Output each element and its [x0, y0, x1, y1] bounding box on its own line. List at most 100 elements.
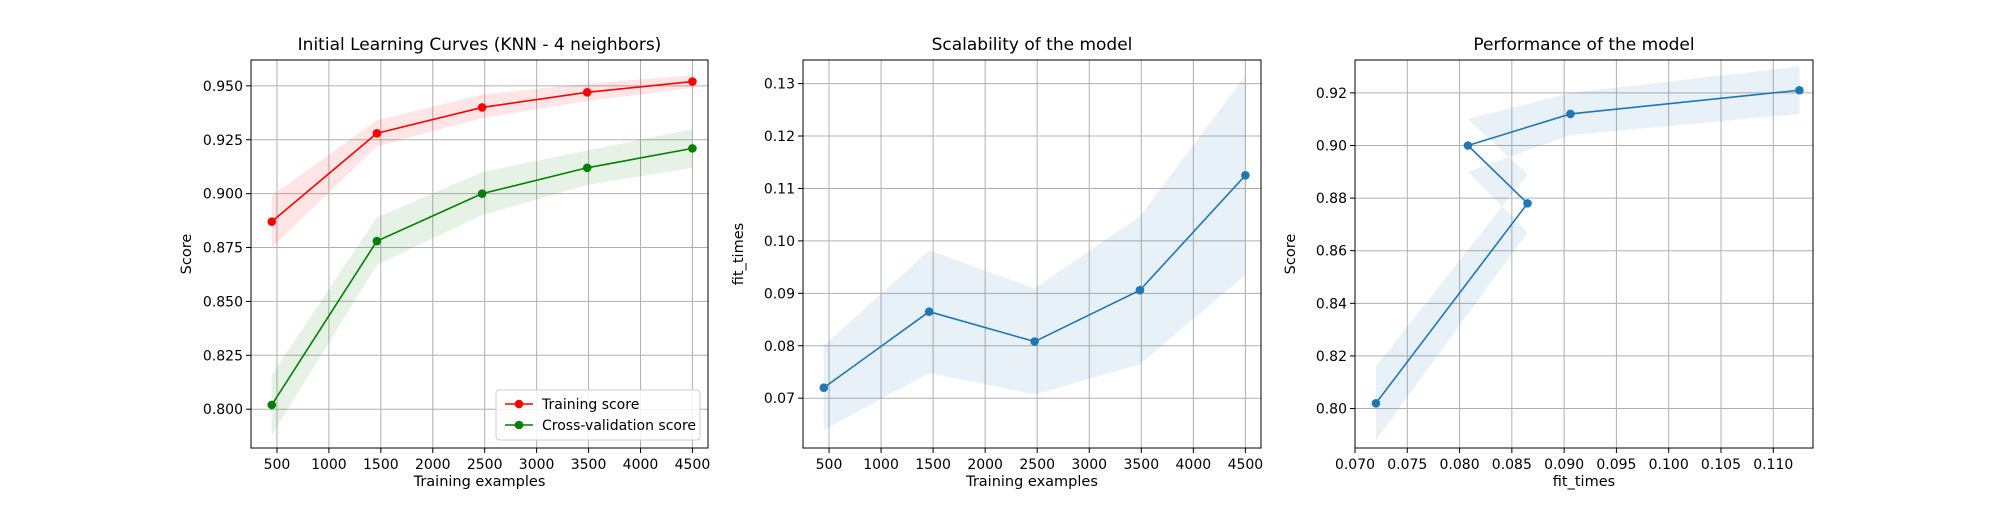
x-tick-label: 0.070 — [1335, 457, 1375, 473]
x-tick-label: 0.085 — [1492, 457, 1532, 473]
x-tick-label: 0.080 — [1440, 457, 1480, 473]
x-tick-label: 1000 — [311, 457, 347, 473]
series-0 — [819, 75, 1250, 430]
confidence-band — [1375, 66, 1800, 441]
legend-marker — [514, 399, 524, 409]
y-tick-label: 0.80 — [1316, 402, 1347, 418]
data-point — [1371, 398, 1381, 408]
axes-frame — [802, 59, 1262, 449]
data-point — [1795, 85, 1804, 95]
legend-label: Training score — [541, 397, 639, 413]
y-axis-label: Score — [179, 234, 195, 275]
chart-performance: 0.070 0.075 0.080 0.085 0.090 0.095 0.100 0.105… — [1283, 35, 1814, 490]
x-tick-label: 4500 — [675, 457, 711, 473]
legend-marker — [514, 420, 524, 430]
legend-label: Cross-validation score — [542, 418, 696, 434]
y-tick-label: 0.875 — [203, 241, 243, 257]
x-tick-label: 1500 — [915, 457, 951, 473]
data-point — [477, 189, 487, 198]
y-tick-label: 0.12 — [764, 129, 795, 145]
data-point — [688, 77, 697, 86]
x-tick-label: 3000 — [1071, 457, 1107, 473]
data-point — [819, 383, 829, 393]
chart-title: Performance of the model — [1473, 35, 1694, 55]
data-point — [1566, 109, 1575, 119]
x-tick-label: 500 — [264, 457, 291, 473]
x-tick-label: 2500 — [1019, 457, 1055, 473]
data-point — [1523, 199, 1532, 208]
x-tick-label: 4500 — [1228, 457, 1264, 473]
data-point — [1135, 285, 1145, 295]
x-tick-label: 3000 — [519, 457, 555, 473]
x-tick-label: 3500 — [1123, 457, 1159, 473]
legend-item: Cross-validation score — [505, 418, 696, 434]
legend: Training score Cross-validation score — [495, 389, 701, 441]
y-tick-label: 0.950 — [203, 79, 243, 95]
series-1 — [267, 128, 697, 436]
y-tick-label: 0.09 — [764, 286, 795, 302]
x-tick-label: 0.095 — [1596, 457, 1636, 473]
confidence-band — [823, 75, 1246, 430]
data-point — [477, 103, 487, 112]
axes-frame — [1354, 59, 1814, 449]
data-point — [372, 236, 382, 246]
x-tick-label: 0.090 — [1544, 457, 1584, 473]
x-tick-label: 0.100 — [1649, 457, 1689, 473]
data-point — [267, 217, 277, 226]
y-tick-label: 0.925 — [203, 133, 243, 149]
x-tick-label: 2000 — [967, 457, 1003, 473]
y-tick-label: 0.86 — [1316, 244, 1347, 260]
y-tick-label: 0.900 — [203, 187, 243, 203]
y-tick-label: 0.07 — [764, 391, 795, 407]
chart-scalability: 500 1000 1500 2000 2500 3000 3500 4000 4500 0.07 0… — [731, 35, 1263, 490]
chart-learning-curves: 500 1000 1500 2000 2500 3000 3500 4000 4500 0.800… — [179, 35, 710, 490]
data-point — [924, 307, 934, 316]
series-0 — [267, 75, 697, 248]
x-tick-label: 4000 — [1176, 457, 1212, 473]
data-point — [1241, 171, 1250, 180]
y-tick-label: 0.92 — [1316, 86, 1347, 102]
y-tick-label: 0.88 — [1316, 191, 1347, 207]
y-axis-label: fit_times — [731, 223, 747, 285]
x-tick-label: 1500 — [363, 457, 399, 473]
x-tick-label: 2500 — [467, 457, 503, 473]
y-axis-label: Score — [1283, 234, 1299, 275]
legend-item: Training score — [505, 397, 639, 413]
x-tick-label: 3500 — [571, 457, 607, 473]
data-point — [1030, 337, 1039, 346]
y-tick-label: 0.850 — [203, 294, 243, 310]
chart-title: Scalability of the model — [932, 35, 1133, 55]
axes-frame — [250, 59, 709, 449]
y-tick-label: 0.10 — [764, 234, 795, 250]
series-0 — [1371, 66, 1804, 441]
legend-box — [495, 389, 701, 441]
x-axis-label: Training examples — [413, 474, 546, 490]
data-point — [1463, 141, 1473, 150]
y-tick-label: 0.82 — [1316, 349, 1347, 365]
data-point — [372, 128, 382, 138]
x-axis-label: fit_times — [1553, 474, 1615, 490]
y-tick-label: 0.13 — [764, 77, 795, 93]
grid — [803, 60, 1261, 448]
y-tick-label: 0.800 — [203, 402, 243, 418]
x-tick-label: 2000 — [415, 457, 451, 473]
data-point — [688, 144, 697, 153]
y-tick-label: 0.08 — [764, 339, 795, 355]
x-tick-label: 0.105 — [1701, 457, 1741, 473]
x-axis-label: Training examples — [965, 474, 1098, 490]
data-point — [267, 400, 277, 410]
x-tick-label: 4000 — [623, 457, 659, 473]
y-tick-label: 0.825 — [203, 348, 243, 364]
x-tick-label: 1000 — [863, 457, 899, 473]
data-point — [582, 163, 592, 173]
x-tick-label: 500 — [816, 457, 843, 473]
chart-title: Initial Learning Curves (KNN - 4 neighbo… — [298, 35, 662, 55]
x-tick-label: 0.075 — [1387, 457, 1427, 473]
y-tick-label: 0.90 — [1316, 138, 1347, 154]
data-point — [582, 88, 592, 97]
x-tick-label: 0.110 — [1753, 457, 1793, 473]
y-tick-label: 0.84 — [1316, 296, 1347, 312]
y-tick-label: 0.11 — [764, 181, 795, 197]
